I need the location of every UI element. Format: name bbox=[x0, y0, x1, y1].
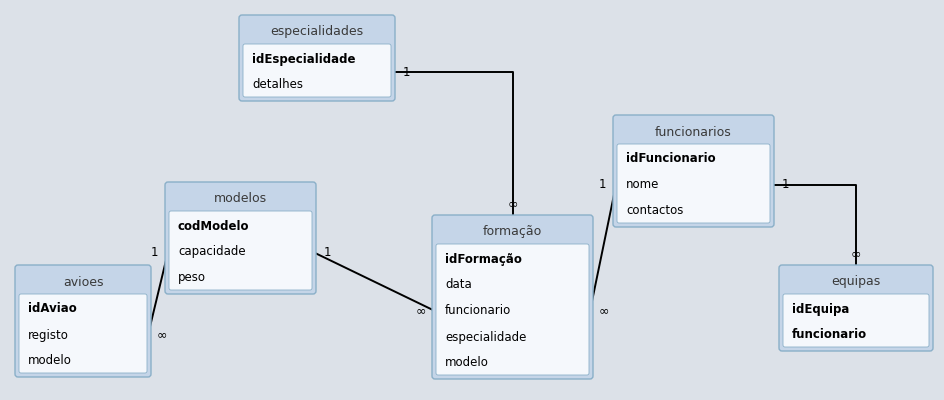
Text: nome: nome bbox=[625, 178, 659, 192]
Text: peso: peso bbox=[177, 272, 206, 284]
Text: modelo: modelo bbox=[28, 354, 72, 368]
Text: codModelo: codModelo bbox=[177, 220, 249, 232]
FancyBboxPatch shape bbox=[169, 211, 312, 290]
Text: 1: 1 bbox=[781, 178, 788, 192]
Text: formação: formação bbox=[482, 226, 542, 238]
Text: idFormação: idFormação bbox=[445, 252, 521, 266]
FancyBboxPatch shape bbox=[431, 215, 593, 379]
FancyBboxPatch shape bbox=[239, 15, 395, 101]
Text: contactos: contactos bbox=[625, 204, 683, 218]
FancyBboxPatch shape bbox=[19, 294, 147, 373]
Text: 1: 1 bbox=[150, 246, 158, 258]
Text: ∞: ∞ bbox=[157, 328, 167, 342]
Text: idFuncionario: idFuncionario bbox=[625, 152, 715, 166]
Text: funcionario: funcionario bbox=[445, 304, 511, 318]
FancyBboxPatch shape bbox=[243, 44, 391, 97]
Text: data: data bbox=[445, 278, 471, 292]
FancyBboxPatch shape bbox=[15, 265, 151, 377]
Text: idEquipa: idEquipa bbox=[791, 302, 849, 316]
FancyBboxPatch shape bbox=[613, 115, 773, 227]
Text: equipas: equipas bbox=[831, 276, 880, 288]
Text: ∞: ∞ bbox=[598, 304, 609, 318]
FancyBboxPatch shape bbox=[778, 265, 932, 351]
Text: ∞: ∞ bbox=[507, 198, 517, 210]
FancyBboxPatch shape bbox=[165, 182, 315, 294]
Text: especialidades: especialidades bbox=[270, 26, 363, 38]
Text: capacidade: capacidade bbox=[177, 246, 245, 258]
Text: 1: 1 bbox=[598, 178, 605, 192]
Text: especialidade: especialidade bbox=[445, 330, 526, 344]
Text: detalhes: detalhes bbox=[252, 78, 303, 92]
FancyBboxPatch shape bbox=[435, 244, 588, 375]
Text: 1: 1 bbox=[402, 66, 410, 78]
Text: funcionario: funcionario bbox=[791, 328, 867, 342]
FancyBboxPatch shape bbox=[783, 294, 928, 347]
FancyBboxPatch shape bbox=[616, 144, 769, 223]
Text: avioes: avioes bbox=[62, 276, 103, 288]
Text: ∞: ∞ bbox=[415, 304, 426, 318]
Text: idEspecialidade: idEspecialidade bbox=[252, 52, 355, 66]
Text: 1: 1 bbox=[323, 246, 330, 258]
Text: modelo: modelo bbox=[445, 356, 488, 370]
Text: funcionarios: funcionarios bbox=[654, 126, 731, 138]
Text: registo: registo bbox=[28, 328, 69, 342]
Text: ∞: ∞ bbox=[850, 248, 860, 260]
Text: idAviao: idAviao bbox=[28, 302, 76, 316]
Text: modelos: modelos bbox=[213, 192, 267, 206]
